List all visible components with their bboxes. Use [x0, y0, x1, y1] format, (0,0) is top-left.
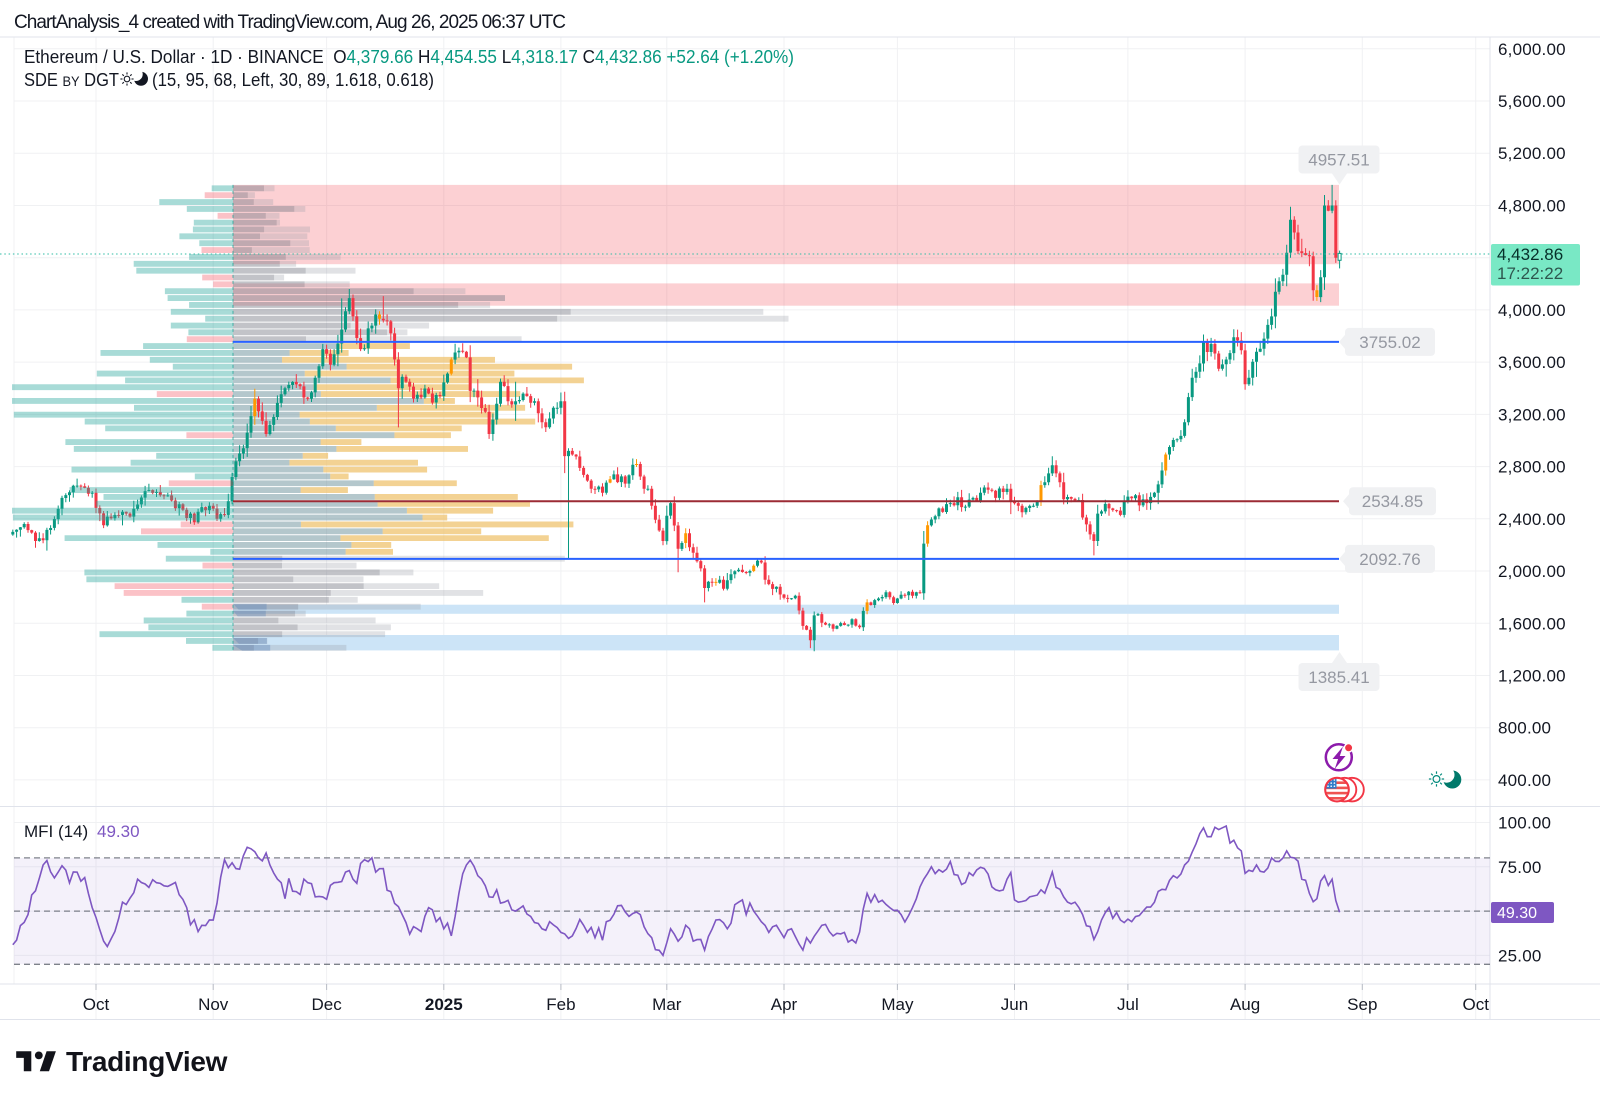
svg-text:SDE BY DGT: SDE BY DGT: [24, 70, 119, 90]
svg-text:Oct: Oct: [1462, 995, 1489, 1014]
svg-text:2025: 2025: [425, 995, 463, 1014]
svg-text:2,000.00: 2,000.00: [1498, 562, 1566, 581]
svg-text:400.00: 400.00: [1498, 771, 1551, 790]
svg-text:75.00: 75.00: [1498, 858, 1542, 877]
svg-text:May: May: [881, 995, 914, 1014]
svg-text:Oct: Oct: [83, 995, 110, 1014]
svg-text:6,000.00: 6,000.00: [1498, 40, 1566, 59]
svg-text:2,400.00: 2,400.00: [1498, 510, 1566, 529]
svg-text:17:22:22: 17:22:22: [1497, 264, 1563, 283]
svg-text:Feb: Feb: [546, 995, 575, 1014]
svg-text:MFI (14): MFI (14): [24, 822, 88, 841]
svg-text:Ethereum / U.S. Dollar · 1D ·: Ethereum / U.S. Dollar · 1D · BINANCE O4…: [24, 47, 794, 67]
svg-text:100.00: 100.00: [1498, 814, 1551, 833]
svg-text:1385.41: 1385.41: [1308, 668, 1369, 687]
svg-text:2,800.00: 2,800.00: [1498, 458, 1566, 477]
svg-text:3,200.00: 3,200.00: [1498, 405, 1566, 424]
svg-text:Aug: Aug: [1230, 995, 1260, 1014]
svg-text:49.30: 49.30: [97, 822, 140, 841]
svg-text:2092.76: 2092.76: [1359, 550, 1420, 569]
svg-text:Apr: Apr: [771, 995, 798, 1014]
svg-text:Jun: Jun: [1001, 995, 1028, 1014]
svg-text:1,600.00: 1,600.00: [1498, 614, 1566, 633]
svg-text:3,600.00: 3,600.00: [1498, 353, 1566, 372]
svg-text:Dec: Dec: [311, 995, 342, 1014]
svg-text:Jul: Jul: [1117, 995, 1139, 1014]
svg-text:5,600.00: 5,600.00: [1498, 92, 1566, 111]
svg-text:5,200.00: 5,200.00: [1498, 144, 1566, 163]
svg-text:800.00: 800.00: [1498, 719, 1551, 738]
svg-text:Sep: Sep: [1347, 995, 1377, 1014]
svg-text:ChartAnalysis_4 created with T: ChartAnalysis_4 created with TradingView…: [14, 12, 566, 33]
svg-text:1,200.00: 1,200.00: [1498, 667, 1566, 686]
svg-text:49.30: 49.30: [1497, 905, 1537, 922]
svg-text:2534.85: 2534.85: [1362, 492, 1423, 511]
svg-text:4957.51: 4957.51: [1308, 151, 1369, 170]
svg-text:4,800.00: 4,800.00: [1498, 197, 1566, 216]
svg-text:(15, 95, 68, Left, 30, 89, 1.6: (15, 95, 68, Left, 30, 89, 1.618, 0.618): [152, 70, 434, 90]
svg-text:Mar: Mar: [652, 995, 682, 1014]
svg-text:25.00: 25.00: [1498, 946, 1542, 965]
svg-text:4,000.00: 4,000.00: [1498, 301, 1566, 320]
svg-text:TradingView: TradingView: [66, 1046, 228, 1077]
svg-text:Nov: Nov: [198, 995, 229, 1014]
svg-text:4,432.86: 4,432.86: [1497, 245, 1563, 264]
svg-text:3755.02: 3755.02: [1359, 333, 1420, 352]
